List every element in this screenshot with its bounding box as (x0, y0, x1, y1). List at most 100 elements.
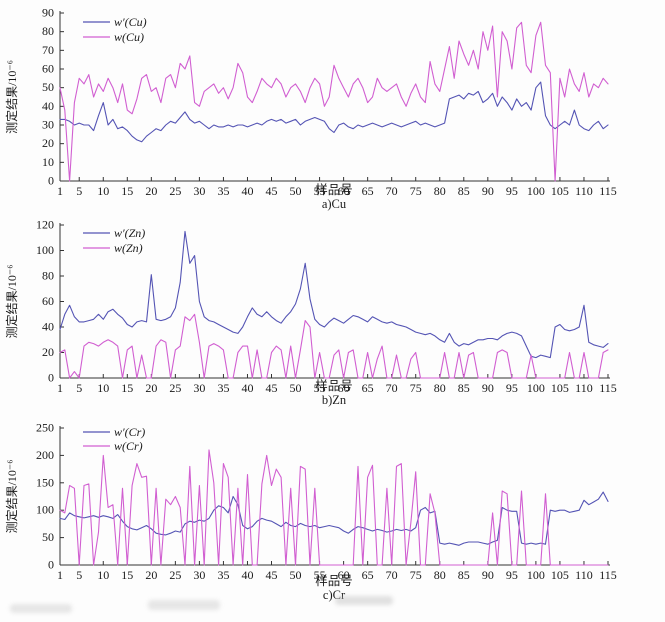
chart-subtitle: a)Cu (322, 197, 347, 211)
x-tick-label: 15 (121, 568, 133, 582)
x-tick-label: 95 (506, 184, 518, 198)
chart-subtitle: b)Zn (322, 393, 347, 407)
x-tick-label: 75 (410, 381, 422, 395)
x-tick-label: 15 (121, 184, 133, 198)
y-tick-label: 40 (42, 320, 54, 334)
x-tick-label: 95 (506, 381, 518, 395)
x-tick-label: 105 (551, 184, 569, 198)
x-tick-label: 110 (575, 568, 593, 582)
x-tick-label: 110 (575, 184, 593, 198)
y-tick-label: 100 (36, 243, 54, 257)
x-tick-label: 40 (241, 381, 253, 395)
x-tick-label: 55 (314, 381, 326, 395)
x-tick-label: 90 (482, 184, 494, 198)
x-tick-label: 105 (551, 381, 569, 395)
series-line-primary (59, 81, 609, 143)
series-line-secondary (59, 449, 609, 566)
y-tick-label: 120 (36, 218, 54, 232)
x-tick-label: 85 (458, 381, 470, 395)
x-tick-label: 65 (362, 184, 374, 198)
y-tick-label: 80 (42, 269, 54, 283)
x-tick-label: 40 (241, 568, 253, 582)
x-tick-label: 115 (599, 568, 617, 582)
x-tick-label: 1 (57, 568, 63, 582)
x-tick-label: 80 (434, 381, 446, 395)
y-axis-title: 测定结果/10⁻⁶ (4, 265, 19, 339)
x-tick-label: 10 (97, 184, 109, 198)
x-tick-label: 90 (482, 568, 494, 582)
x-tick-label: 5 (76, 184, 82, 198)
x-tick-label: 45 (266, 568, 278, 582)
x-tick-label: 20 (145, 568, 157, 582)
x-tick-label: 55 (314, 568, 326, 582)
x-tick-label: 70 (386, 381, 398, 395)
x-tick-label: 40 (241, 184, 253, 198)
y-tick-label: 60 (42, 62, 54, 76)
series-line-secondary (59, 21, 609, 182)
x-tick-label: 15 (121, 381, 133, 395)
x-tick-label: 115 (599, 381, 617, 395)
y-axis-title: 测定结果/10⁻⁶ (4, 60, 19, 134)
x-tick-label: 5 (76, 381, 82, 395)
x-tick-label: 1 (57, 184, 63, 198)
x-axis-title: 样品号 (315, 182, 353, 197)
chart-a-cu: 0 10 20 30 40 50 60 70 80 90 1 5 10 15 20 25 30 35 40 45 50 5… (4, 6, 617, 212)
y-tick-label: 70 (42, 43, 54, 57)
x-tick-label: 105 (551, 568, 569, 582)
x-tick-label: 60 (338, 381, 350, 395)
x-tick-label: 100 (527, 184, 545, 198)
x-tick-label: 85 (458, 184, 470, 198)
y-tick-label: 0 (48, 174, 54, 188)
x-tick-label: 60 (338, 568, 350, 582)
x-tick-label: 95 (506, 568, 518, 582)
x-tick-label: 60 (338, 184, 350, 198)
chart-c-cr: 0 50 100 150 200 250 1 5 10 15 20 25 30 35 40 45 50 55 60 6… (4, 421, 617, 603)
x-tick-label: 45 (266, 381, 278, 395)
y-tick-label: 30 (42, 118, 54, 132)
print-artifact (10, 604, 72, 613)
chart-b-zn: 0 20 40 60 80 100 120 1 5 10 15 20 25 30 35 40 45 50 55 60 6… (4, 218, 617, 408)
y-tick-label: 20 (42, 136, 54, 150)
y-tick-label: 250 (36, 421, 54, 435)
x-tick-label: 100 (527, 381, 545, 395)
legend-label: w′(Zn) (114, 226, 145, 240)
y-tick-label: 50 (42, 80, 54, 94)
x-tick-label: 85 (458, 568, 470, 582)
y-tick-label: 60 (42, 294, 54, 308)
y-tick-label: 10 (42, 155, 54, 169)
x-tick-label: 50 (290, 381, 302, 395)
x-tick-label: 65 (362, 568, 374, 582)
x-tick-label: 35 (217, 381, 229, 395)
legend-label: w(Cr) (114, 439, 143, 453)
x-tick-label: 30 (193, 568, 205, 582)
legend-label: w′(Cr) (114, 425, 145, 439)
x-tick-label: 25 (169, 184, 181, 198)
legend-label: w′(Cu) (114, 15, 147, 29)
y-tick-label: 0 (48, 371, 54, 385)
y-tick-label: 90 (42, 6, 54, 20)
x-tick-label: 20 (145, 184, 157, 198)
x-tick-label: 1 (57, 381, 63, 395)
x-tick-label: 100 (527, 568, 545, 582)
x-axis-title: 样品号 (315, 573, 353, 588)
series-line-primary (59, 491, 609, 546)
x-tick-label: 55 (314, 184, 326, 198)
series-line-primary (59, 230, 609, 359)
x-tick-label: 50 (290, 568, 302, 582)
x-tick-label: 30 (193, 381, 205, 395)
series-line-secondary (59, 313, 609, 379)
x-tick-label: 10 (97, 568, 109, 582)
x-tick-label: 30 (193, 184, 205, 198)
x-tick-label: 25 (169, 568, 181, 582)
y-tick-label: 50 (42, 530, 54, 544)
y-tick-label: 100 (36, 503, 54, 517)
y-tick-label: 20 (42, 345, 54, 359)
x-tick-label: 25 (169, 381, 181, 395)
x-tick-label: 20 (145, 381, 157, 395)
x-tick-label: 80 (434, 184, 446, 198)
x-tick-label: 70 (386, 184, 398, 198)
x-tick-label: 90 (482, 381, 494, 395)
x-tick-label: 115 (599, 184, 617, 198)
y-tick-label: 150 (36, 475, 54, 489)
